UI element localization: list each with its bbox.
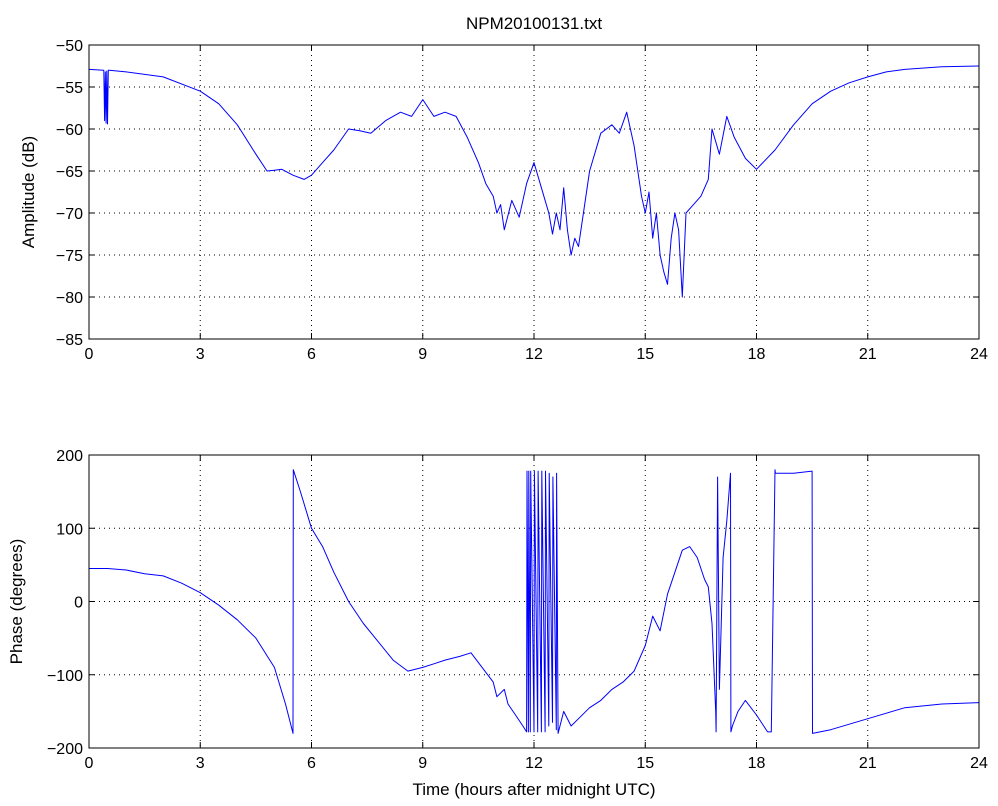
phase-x-axis-title: Time (hours after midnight UTC): [412, 780, 655, 799]
phase-x-tick-label: 3: [196, 755, 205, 772]
phase-x-tick-label: 18: [748, 755, 766, 772]
phase-x-tick-label: 0: [85, 755, 94, 772]
phase-y-tick-label: −200: [47, 741, 83, 758]
amplitude-x-tick-label: 3: [196, 346, 205, 363]
amplitude-y-axis-title: Amplitude (dB): [19, 136, 38, 248]
amplitude-grid: [89, 45, 979, 339]
amplitude-y-tick-label: −55: [56, 80, 83, 97]
amplitude-y-tick-label: −50: [56, 38, 83, 55]
phase-plot: 0 3 6 9 12 15 18 21 24 −200 −100 0 100 200 Phase (degr…: [7, 448, 988, 799]
amplitude-x-tick-label: 6: [307, 346, 316, 363]
amplitude-y-tick-label: −70: [56, 206, 83, 223]
amplitude-y-tick-label: −65: [56, 164, 83, 181]
phase-x-tick-label: 24: [970, 755, 988, 772]
phase-x-tick-label: 12: [525, 755, 543, 772]
phase-x-tick-label: 15: [636, 755, 654, 772]
phase-y-axis-title: Phase (degrees): [7, 539, 26, 665]
phase-y-tick-label: 100: [56, 521, 83, 538]
amplitude-x-tick-label: 9: [418, 346, 427, 363]
amplitude-y-tick-label: −75: [56, 248, 83, 265]
amplitude-axes-frame: [88, 44, 980, 340]
phase-x-tick-label: 6: [307, 755, 316, 772]
amplitude-x-tick-label: 15: [636, 346, 654, 363]
amplitude-x-tick-label: 24: [970, 346, 988, 363]
figure-title: NPM20100131.txt: [466, 14, 602, 33]
phase-x-tick-label: 9: [418, 755, 427, 772]
phase-series-line: [89, 469, 980, 734]
amplitude-x-tick-label: 0: [85, 346, 94, 363]
phase-y-tick-label: 0: [74, 595, 83, 612]
amplitude-y-tick-label: −85: [56, 332, 83, 349]
amplitude-x-tick-label: 21: [859, 346, 877, 363]
phase-y-tick-label: −100: [47, 668, 83, 685]
phase-x-tick-label: 21: [859, 755, 877, 772]
amplitude-x-tick-label: 18: [748, 346, 766, 363]
amplitude-series-line: [88, 65, 980, 298]
amplitude-x-tick-label: 12: [525, 346, 543, 363]
amplitude-y-tick-label: −60: [56, 122, 83, 139]
amplitude-y-tick-label: −80: [56, 290, 83, 307]
amplitude-plot: 0 3 6 9 12 15 18 21 24 −85 −80 −75 −70 −65 −60 −55 −50 Am…: [19, 38, 988, 363]
phase-y-tick-label: 200: [56, 448, 83, 465]
